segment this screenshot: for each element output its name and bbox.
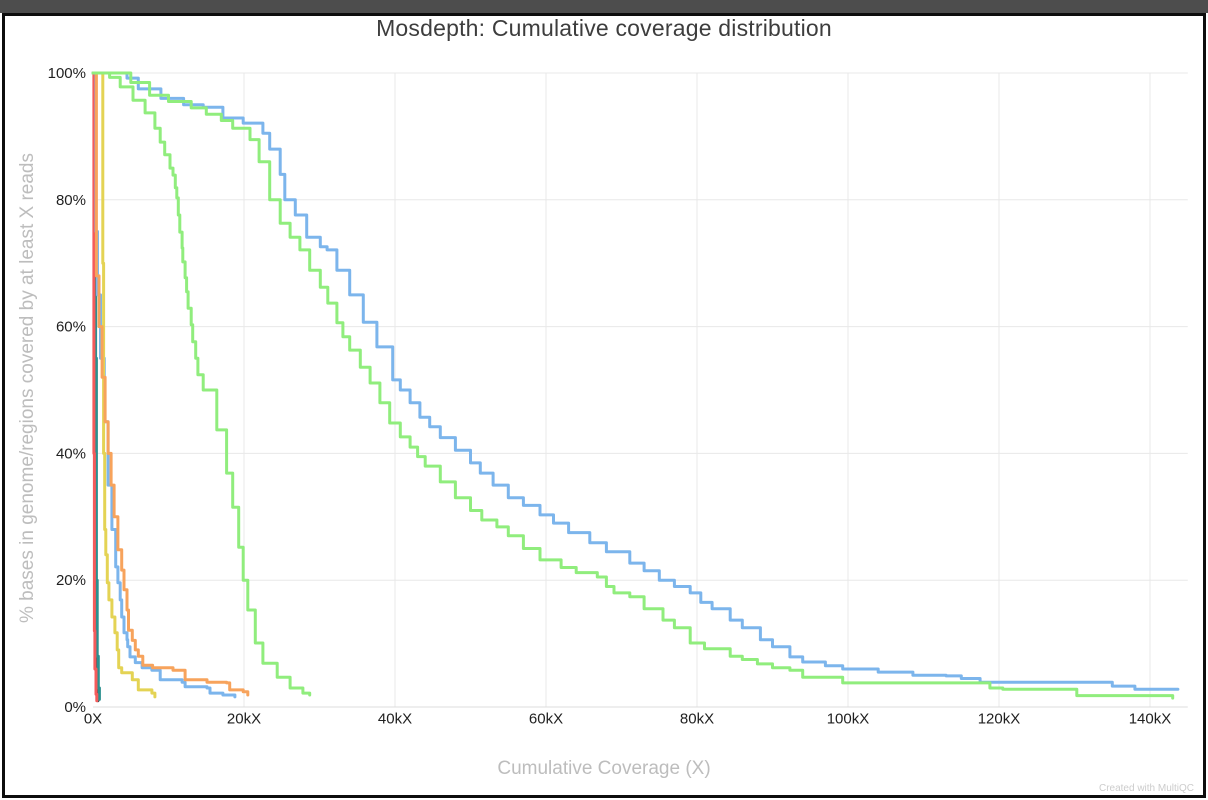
x-axis-title: Cumulative Coverage (X)	[497, 758, 711, 779]
y-axis-title: % bases in genome/regions covered by at …	[17, 153, 38, 623]
chart-title: Mosdepth: Cumulative coverage distributi…	[376, 15, 832, 41]
y-tick-labels: 100% 80% 60% 40% 20% 0%	[48, 65, 86, 716]
x-tick-label: 80kX	[680, 711, 714, 728]
x-tick-labels: 0X 20kX 40kX 60kX 80kX 100kX 120kX 140kX	[84, 711, 1171, 728]
x-tick-label: 20kX	[227, 711, 261, 728]
series-lines	[91, 71, 1180, 703]
x-tick-label: 100kX	[827, 711, 870, 728]
x-tick-label: 120kX	[978, 711, 1021, 728]
x-tick-label: 40kX	[378, 711, 412, 728]
plot-area[interactable]	[93, 73, 1188, 707]
series-line-yellow[interactable]	[91, 71, 157, 699]
gridlines	[93, 72, 1188, 707]
series-line-blue-long[interactable]	[91, 71, 1180, 691]
multiqc-watermark: Created with MultiQC	[1098, 783, 1194, 794]
y-tick-label: 100%	[48, 65, 86, 82]
window-titlebar	[0, 0, 1208, 13]
series-line-green-steep[interactable]	[91, 71, 312, 697]
x-tick-label: 0X	[84, 711, 102, 728]
y-tick-label: 60%	[56, 319, 86, 336]
y-tick-label: 80%	[56, 192, 86, 209]
y-tick-label: 40%	[56, 445, 86, 462]
x-tick-label: 60kX	[529, 711, 563, 728]
y-tick-label: 0%	[64, 699, 86, 716]
chart-frame	[2, 13, 1206, 798]
series-line-green-long[interactable]	[91, 71, 1175, 700]
y-tick-label: 20%	[56, 572, 86, 589]
x-tick-label: 140kX	[1129, 711, 1172, 728]
series-line-orange[interactable]	[91, 71, 250, 697]
